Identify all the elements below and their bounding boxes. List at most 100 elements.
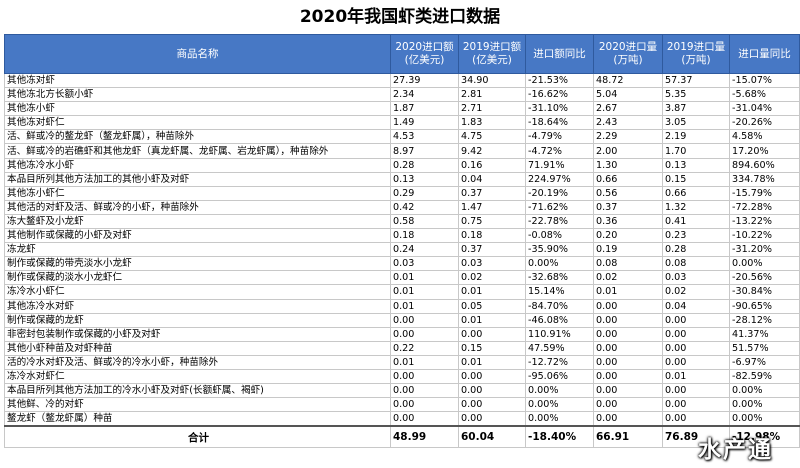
table-row: 冻龙虾 0.24 0.37 -35.90% 0.19 0.28 -31.20% bbox=[4, 242, 800, 258]
volume-yoy-cell: -30.84% bbox=[729, 284, 800, 300]
volume-yoy-cell: 0.00% bbox=[729, 256, 800, 272]
volume-yoy-cell: -5.68% bbox=[729, 87, 800, 103]
volume-yoy-cell: -31.20% bbox=[729, 242, 800, 258]
volume-2020-cell: 0.20 bbox=[593, 228, 663, 244]
volume-yoy-cell: -20.26% bbox=[729, 115, 800, 131]
table-row: 制作或保藏的带壳淡水小龙虾 0.03 0.03 0.00% 0.08 0.08 0.00% bbox=[4, 256, 800, 272]
value-2019-cell: 0.18 bbox=[458, 228, 526, 244]
product-name-cell: 其他冻小虾 bbox=[4, 101, 391, 117]
value-2020-cell: 0.42 bbox=[390, 199, 459, 215]
product-name-cell: 其他冻对虾 bbox=[4, 72, 391, 89]
volume-2020-cell: 1.30 bbox=[593, 157, 663, 173]
value-2019-cell: 0.02 bbox=[458, 270, 526, 286]
value-2019-cell: 0.00 bbox=[458, 368, 526, 385]
value-2019-cell: 0.37 bbox=[458, 185, 526, 201]
value-yoy-cell: -31.10% bbox=[525, 101, 594, 117]
volume-yoy-cell: -20.56% bbox=[729, 270, 800, 286]
header-2020-value: 2020进口额 (亿美元) bbox=[390, 34, 459, 74]
total-volume-2020: 66.91 bbox=[593, 425, 663, 449]
volume-2019-cell: 0.15 bbox=[662, 171, 730, 187]
table-row: 其他冻小虾 1.87 2.71 -31.10% 2.67 3.87 -31.04% bbox=[4, 101, 800, 117]
value-yoy-cell: -0.08% bbox=[525, 228, 594, 244]
product-name-cell: 其他冻小虾仁 bbox=[4, 185, 391, 201]
product-name-cell: 冻冷水小虾仁 bbox=[4, 284, 391, 300]
value-yoy-cell: 110.91% bbox=[525, 326, 594, 342]
product-name-cell: 活、鲜或冷的岩礁虾和其他龙虾（真龙虾属、龙虾属、岩龙虾属），种苗除外 bbox=[4, 143, 391, 159]
volume-2019-cell: 0.66 bbox=[662, 185, 730, 201]
value-2019-cell: 0.05 bbox=[458, 298, 526, 314]
volume-2019-cell: 5.35 bbox=[662, 87, 730, 103]
volume-2020-cell: 48.72 bbox=[593, 72, 663, 89]
volume-yoy-cell: -28.12% bbox=[729, 312, 800, 328]
value-2019-cell: 9.42 bbox=[458, 143, 526, 159]
value-2019-cell: 1.83 bbox=[458, 115, 526, 131]
value-yoy-cell: -35.90% bbox=[525, 242, 594, 258]
table-row: 其他小虾种苗及对虾种苗 0.22 0.15 47.59% 0.00 0.00 51.57% bbox=[4, 340, 800, 356]
value-yoy-cell: 0.00% bbox=[525, 411, 594, 427]
volume-yoy-cell: 0.00% bbox=[729, 411, 800, 427]
table-row: 制作或保藏的龙虾 0.00 0.01 -46.08% 0.00 0.00 -28.12% bbox=[4, 312, 800, 328]
volume-yoy-cell: -15.07% bbox=[729, 72, 800, 89]
table-row: 冻大鳌虾及小龙虾 0.58 0.75 -22.78% 0.36 0.41 -13.22% bbox=[4, 213, 800, 230]
table-row: 活、鲜或冷的鳌龙虾（鳌龙虾属），种苗除外 4.53 4.75 -4.79% 2.29 2.… bbox=[4, 129, 800, 145]
value-2019-cell: 2.81 bbox=[458, 87, 526, 103]
volume-yoy-cell: 4.58% bbox=[729, 129, 800, 145]
watermark-logo: 水产通 bbox=[698, 437, 773, 463]
value-yoy-cell: -46.08% bbox=[525, 312, 594, 328]
table-row: 冻冷水对虾仁 0.00 0.00 -95.06% 0.00 0.01 -82.59% bbox=[4, 368, 800, 385]
product-name-cell: 其他制作或保藏的小虾及对虾 bbox=[4, 228, 391, 244]
table-row: 其他冻冷水小虾 0.28 0.16 71.91% 1.30 0.13 894.60% bbox=[4, 157, 800, 173]
volume-2020-cell: 0.00 bbox=[593, 340, 663, 356]
table-row: 其他冻北方长额小虾 2.34 2.81 -16.62% 5.04 5.35 -5.68% bbox=[4, 87, 800, 103]
header-2019-volume: 2019进口量 (万吨) bbox=[662, 34, 730, 74]
total-label: 合计 bbox=[4, 425, 391, 449]
value-2019-cell: 0.00 bbox=[458, 411, 526, 427]
header-2020-volume: 2020进口量 (万吨) bbox=[593, 34, 663, 74]
volume-2020-cell: 0.36 bbox=[593, 213, 663, 230]
total-volume-yoy: -12.98% bbox=[729, 425, 800, 449]
volume-2019-cell: 0.00 bbox=[662, 326, 730, 342]
volume-2020-cell: 0.37 bbox=[593, 199, 663, 215]
value-2020-cell: 0.00 bbox=[390, 411, 459, 427]
header-2019-value: 2019进口额 (亿美元) bbox=[458, 34, 526, 74]
value-yoy-cell: -12.72% bbox=[525, 354, 594, 370]
shrimp-import-table: 商品名称 2020进口额 (亿美元) 2019进口额 (亿美元) 进口额同比 2020进… bbox=[4, 34, 800, 449]
volume-yoy-cell: -82.59% bbox=[729, 368, 800, 385]
table-header-row: 商品名称 2020进口额 (亿美元) 2019进口额 (亿美元) 进口额同比 2020进… bbox=[4, 34, 800, 74]
table-row: 其他鲜、冷的对虾 0.00 0.00 0.00% 0.00 0.00 0.00% bbox=[4, 397, 800, 413]
value-yoy-cell: 0.00% bbox=[525, 383, 594, 399]
volume-yoy-cell: 334.78% bbox=[729, 171, 800, 187]
volume-yoy-cell: 894.60% bbox=[729, 157, 800, 173]
value-yoy-cell: -71.62% bbox=[525, 199, 594, 215]
total-value-2020: 48.99 bbox=[390, 425, 459, 449]
value-2019-cell: 0.01 bbox=[458, 312, 526, 328]
volume-2019-cell: 3.87 bbox=[662, 101, 730, 117]
volume-2019-cell: 0.00 bbox=[662, 354, 730, 370]
value-2019-cell: 0.04 bbox=[458, 171, 526, 187]
value-2019-cell: 0.00 bbox=[458, 397, 526, 413]
volume-yoy-cell: 17.20% bbox=[729, 143, 800, 159]
volume-yoy-cell: -6.97% bbox=[729, 354, 800, 370]
value-yoy-cell: -4.79% bbox=[525, 129, 594, 145]
volume-2019-cell: 0.00 bbox=[662, 411, 730, 427]
volume-2020-cell: 0.00 bbox=[593, 354, 663, 370]
value-2019-cell: 0.37 bbox=[458, 242, 526, 258]
volume-2020-cell: 0.00 bbox=[593, 368, 663, 385]
product-name-cell: 其他冻北方长额小虾 bbox=[4, 87, 391, 103]
product-name-cell: 其他活的对虾及活、鲜或冷的小虾，种苗除外 bbox=[4, 199, 391, 215]
volume-yoy-cell: 41.37% bbox=[729, 326, 800, 342]
table-row: 其他冻对虾 27.39 34.90 -21.53% 48.72 57.37 -15.07% bbox=[4, 72, 800, 89]
volume-2019-cell: 0.00 bbox=[662, 312, 730, 328]
volume-yoy-cell: -31.04% bbox=[729, 101, 800, 117]
header-volume-yoy: 进口量同比 bbox=[729, 34, 800, 74]
volume-2020-cell: 0.00 bbox=[593, 383, 663, 399]
volume-2020-cell: 0.02 bbox=[593, 270, 663, 286]
product-name-cell: 冻龙虾 bbox=[4, 242, 391, 258]
value-2019-cell: 0.75 bbox=[458, 213, 526, 230]
value-yoy-cell: -32.68% bbox=[525, 270, 594, 286]
table-row: 本品目所列其他方法加工的冷水小虾及对虾(长额虾属、褐虾) 0.00 0.00 0.00… bbox=[4, 383, 800, 399]
value-yoy-cell: -22.78% bbox=[525, 213, 594, 230]
volume-2019-cell: 1.32 bbox=[662, 199, 730, 215]
table-total-row: 合计 48.99 60.04 -18.40% 66.91 76.89 -12.98% bbox=[4, 425, 800, 449]
value-2019-cell: 0.03 bbox=[458, 256, 526, 272]
